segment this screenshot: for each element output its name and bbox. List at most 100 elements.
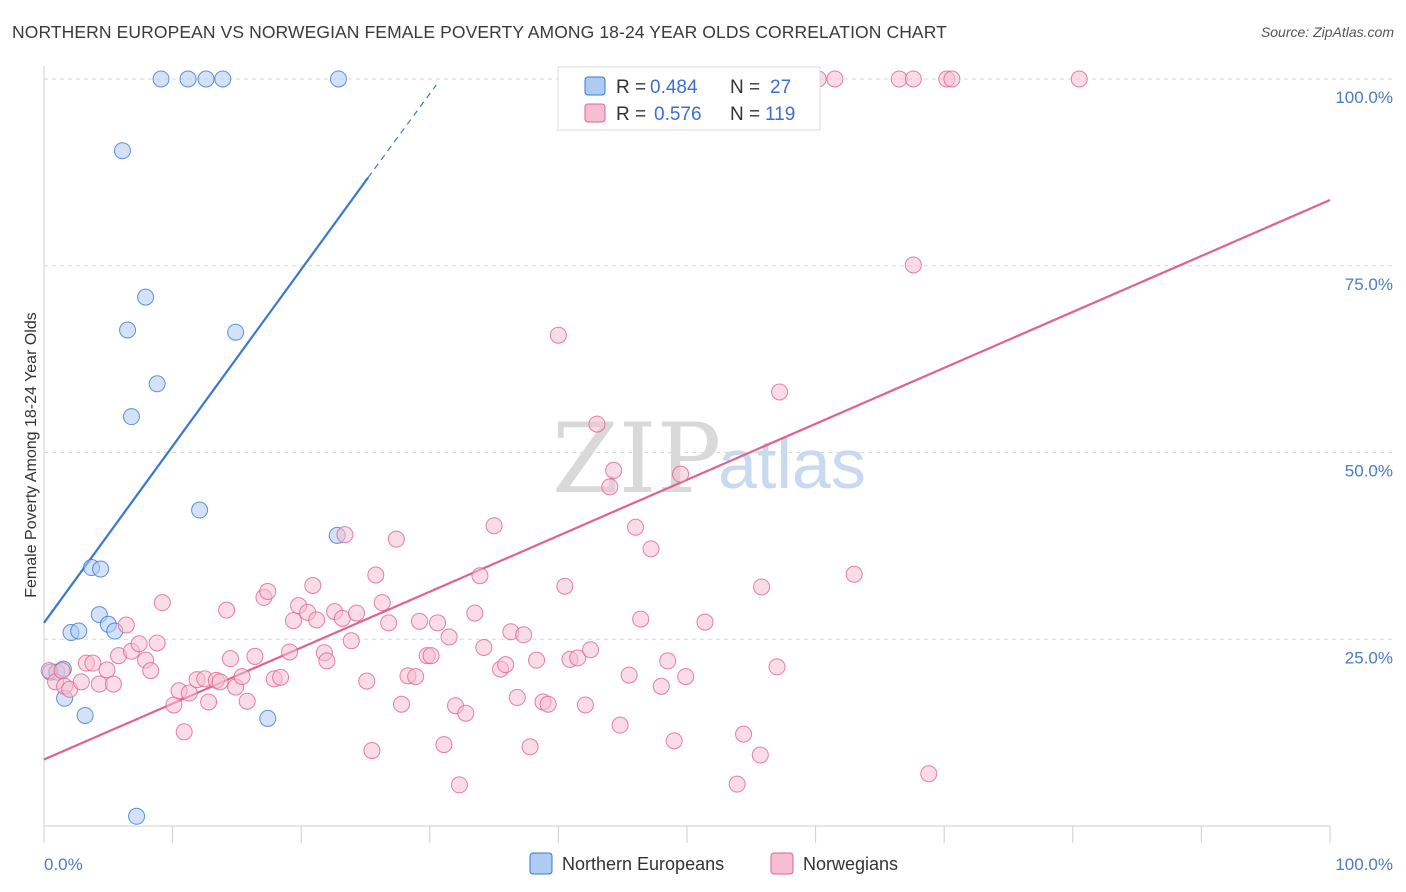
norwegians-point: [72, 673, 90, 691]
norwegians-point: [175, 723, 193, 741]
norwegians-point: [104, 675, 122, 693]
norwegians-point: [471, 567, 489, 585]
northern-europeans-point: [148, 375, 166, 393]
norwegians-points: [40, 70, 1088, 794]
northern-europeans-point: [128, 807, 146, 825]
norwegians-point: [336, 526, 354, 544]
legend-n-label-pink: N =: [730, 104, 760, 125]
series-legend: Northern Europeans Norwegians: [529, 852, 898, 875]
norwegians-point: [611, 716, 629, 734]
norwegians-point: [259, 582, 277, 600]
norwegians-point: [373, 594, 391, 612]
watermark-atlas: atlas: [718, 425, 866, 503]
norwegians-point: [652, 677, 670, 695]
y-tick-label: 25.0%: [1345, 648, 1393, 667]
axes: [43, 66, 1331, 843]
norwegians-point: [728, 775, 746, 793]
legend-swatch-pink: [584, 103, 606, 123]
norwegians-point: [890, 70, 908, 88]
northern-europeans-point: [329, 70, 347, 88]
norwegians-point: [466, 604, 484, 622]
watermark-zip: ZIP: [552, 403, 721, 515]
norwegians-point: [497, 656, 515, 674]
norwegians-point: [180, 684, 198, 702]
norwegians-point: [601, 478, 619, 496]
northern-europeans-point: [227, 323, 245, 341]
norwegians-point: [342, 632, 360, 650]
norwegians-point: [318, 652, 336, 670]
northern-europeans-point: [92, 560, 110, 578]
norwegians-point: [632, 610, 650, 628]
norwegians-point: [411, 612, 429, 630]
norwegians-point: [515, 626, 533, 644]
norwegians-point: [440, 628, 458, 646]
norwegians-point: [165, 696, 183, 714]
norwegians-point: [450, 776, 468, 794]
legend-n-label-blue: N =: [730, 77, 760, 98]
norwegians-point: [539, 695, 557, 713]
norwegians-point: [200, 693, 218, 711]
norwegians-point: [1070, 70, 1088, 88]
northern-europeans-point: [122, 408, 140, 426]
norwegians-point: [387, 530, 405, 548]
norwegians-point: [677, 668, 695, 686]
norwegians-point: [233, 668, 251, 686]
northern-europeans-point: [152, 70, 170, 88]
norwegians-point: [422, 647, 440, 665]
norwegians-point: [556, 577, 574, 595]
norwegians-point: [117, 616, 135, 634]
northern-europeans-point: [179, 70, 197, 88]
norwegians-point: [672, 465, 690, 483]
norwegians-point: [53, 662, 71, 680]
northern-europeans-point: [76, 706, 94, 724]
norwegians-point: [308, 611, 326, 629]
y-axis-label: Female Poverty Among 18-24 Year Olds: [23, 312, 40, 598]
norwegians-point: [218, 601, 236, 619]
y-tick-label: 75.0%: [1345, 275, 1393, 294]
bottom-legend-label-pink: Norwegians: [803, 854, 898, 874]
norwegians-point: [576, 696, 594, 714]
legend-n-value-blue: 27: [770, 77, 791, 98]
norwegians-point: [272, 668, 290, 686]
norwegians-point: [904, 70, 922, 88]
norwegians-point: [588, 415, 606, 433]
norwegians-point: [281, 643, 299, 661]
norwegians-point: [904, 256, 922, 274]
norwegians-point: [284, 612, 302, 630]
norwegians-point: [304, 576, 322, 594]
legend-swatch-blue: [584, 76, 606, 96]
norwegians-point: [605, 461, 623, 479]
norwegians-point: [665, 732, 683, 750]
norwegians-point: [363, 742, 381, 760]
norwegians-point: [358, 672, 376, 690]
norwegians-point: [367, 566, 385, 584]
norwegians-point: [696, 613, 714, 631]
x-tick-label-min: 0.0%: [44, 855, 83, 874]
norwegians-point: [920, 765, 938, 783]
norwegians-point: [153, 594, 171, 612]
x-tick-label-max: 100.0%: [1335, 855, 1393, 874]
norwegians-point: [826, 70, 844, 88]
norwegians-point: [90, 675, 108, 693]
norwegians-point: [771, 383, 789, 401]
chart-title: NORTHERN EUROPEAN VS NORWEGIAN FEMALE PO…: [12, 22, 947, 42]
norwegians-point: [148, 634, 166, 652]
norwegians-point: [435, 736, 453, 754]
norwegians-point: [569, 649, 587, 667]
norwegians-point: [84, 654, 102, 672]
northern-europeans-point: [137, 288, 155, 306]
norwegians-point: [98, 661, 116, 679]
y-tick-label: 100.0%: [1335, 88, 1393, 107]
norwegians-point: [751, 746, 769, 764]
bottom-legend-label-blue: Northern Europeans: [562, 854, 724, 874]
norwegians-point: [407, 668, 425, 686]
trend-line-northern-europeans-extension: [367, 84, 437, 178]
northern-europeans-point: [214, 70, 232, 88]
norwegians-point: [380, 614, 398, 632]
source-credit: Source: ZipAtlas.com: [1260, 24, 1394, 40]
norwegians-point: [429, 614, 447, 632]
norwegians-point: [845, 565, 863, 583]
norwegians-point: [347, 604, 365, 622]
norwegians-point: [246, 647, 264, 665]
northern-europeans-point: [191, 501, 209, 519]
